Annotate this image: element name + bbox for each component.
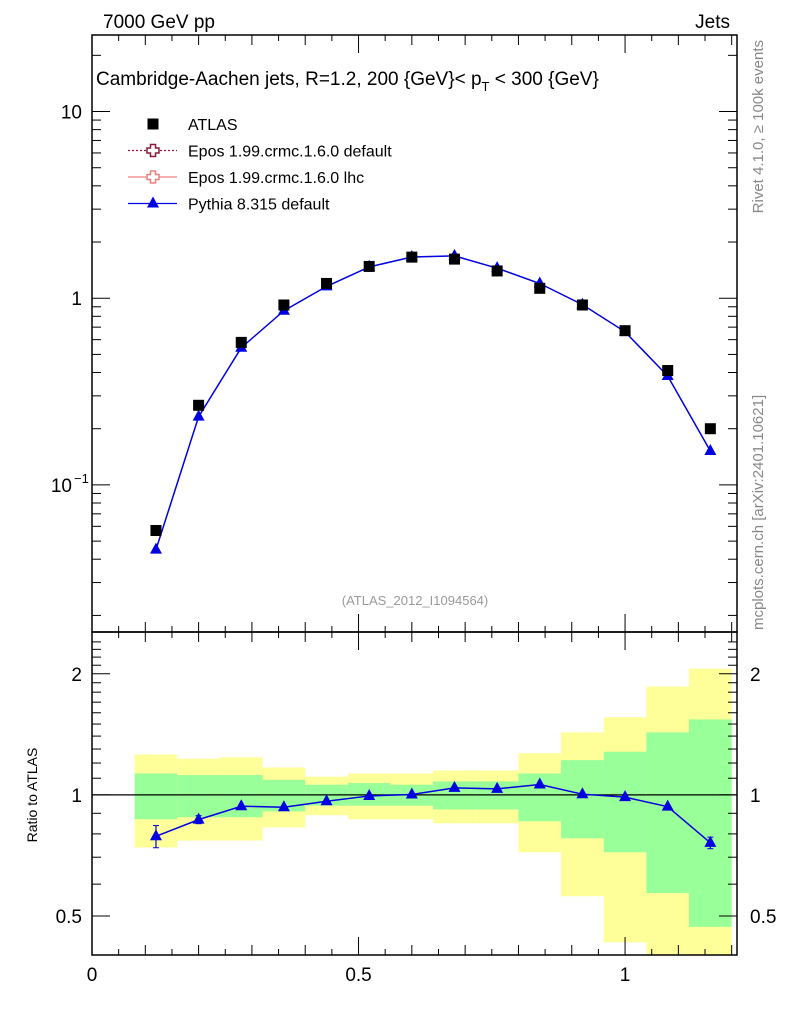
atlas-point	[448, 253, 460, 265]
stat-uncertainty-band	[177, 775, 220, 818]
ratio-y-tick-label-right: 2	[750, 665, 761, 686]
ratio-pythia-point	[661, 799, 674, 811]
legend: ATLAS Epos 1.99.crmc.1.6.0 default Epos 1.…	[128, 117, 392, 214]
ratio-pythia-point	[235, 799, 248, 811]
stat-uncertainty-band	[646, 732, 690, 894]
y-tick-label: 10	[51, 476, 72, 497]
atlas-point	[193, 399, 205, 411]
ratio-y-tick-label-right: 0.5	[750, 907, 776, 928]
header-left: 7000 GeV pp	[103, 12, 215, 33]
ratio-ylabel: Ratio to ATLAS	[24, 748, 40, 843]
ratio-pythia-point	[491, 781, 504, 793]
atlas-point	[704, 423, 716, 435]
atlas-point	[150, 524, 162, 536]
rivet-label: Rivet 4.1.0, ≥ 100k events	[750, 40, 767, 213]
atlas-point	[321, 277, 333, 289]
ratio-pythia-line	[155, 783, 711, 844]
ratio-pythia-point	[363, 788, 376, 800]
ratio-pythia-point	[533, 777, 546, 789]
y-tick-label: 10	[61, 103, 82, 124]
atlas-point	[406, 251, 418, 263]
atlas-point	[534, 282, 546, 294]
analysis-annotation: (ATLAS_2012_I1094564)	[342, 593, 488, 608]
ratio-y-tick-label-right: 1	[750, 786, 761, 807]
atlas-point	[576, 299, 588, 311]
ratio-y-tick-label: 0.5	[56, 907, 82, 928]
plot-title: Cambridge-Aachen jets, R=1.2, 200 {GeV}<…	[96, 69, 599, 94]
ratio-frame	[91, 631, 738, 956]
stat-uncertainty-band	[134, 773, 178, 820]
ratio-pythia-point	[277, 800, 290, 812]
ratio-pythia-point	[149, 829, 162, 841]
pythia-point	[192, 409, 205, 421]
atlas-point	[662, 365, 674, 377]
ratio-y-tick-label: 1	[71, 786, 82, 807]
stat-uncertainty-band	[561, 760, 604, 839]
ratio-pythia-point	[448, 780, 461, 792]
atlas-point	[278, 299, 290, 311]
atlas-point	[363, 260, 375, 272]
header-right: Jets	[695, 12, 730, 33]
ratio-pythia-point	[405, 787, 418, 799]
ratio-pythia-point	[704, 835, 717, 847]
ratio-y-tick-label: 2	[71, 665, 82, 686]
ratio-pythia-point	[576, 787, 589, 799]
legend-label: Pythia 8.315 default	[188, 197, 330, 214]
ratio-bands	[92, 668, 737, 955]
pythia-line	[155, 255, 711, 550]
stat-uncertainty-band	[689, 719, 732, 927]
pythia-point	[704, 443, 717, 455]
pythia-point	[149, 542, 162, 554]
y-tick-exponent: −1	[74, 471, 89, 486]
ratio-pythia-point	[320, 794, 333, 806]
x-tick-label: 0.5	[345, 965, 371, 986]
legend-triangle-icon	[147, 196, 159, 208]
legend-cross-icon	[146, 143, 160, 158]
legend-cross-icon	[146, 170, 160, 184]
legend-label: Epos 1.99.crmc.1.6.0 default	[188, 144, 392, 161]
x-tick-label: 0	[87, 965, 98, 986]
mcplots-label: mcplots.cern.ch [arXiv:2401.10621]	[750, 395, 767, 630]
ratio-pythia-point	[192, 812, 205, 824]
x-tick-label: 1	[620, 965, 631, 986]
atlas-point	[235, 336, 247, 348]
legend-square-icon	[147, 118, 159, 130]
ratio-pythia-point	[619, 790, 632, 802]
atlas-point	[491, 265, 503, 277]
stat-uncertainty-band	[603, 751, 647, 853]
y-tick-label: 1	[71, 289, 82, 310]
chart-marks	[149, 248, 717, 850]
legend-label: ATLAS	[188, 117, 238, 134]
legend-label: Epos 1.99.crmc.1.6.0 lhc	[188, 170, 364, 187]
atlas-point	[619, 325, 631, 337]
